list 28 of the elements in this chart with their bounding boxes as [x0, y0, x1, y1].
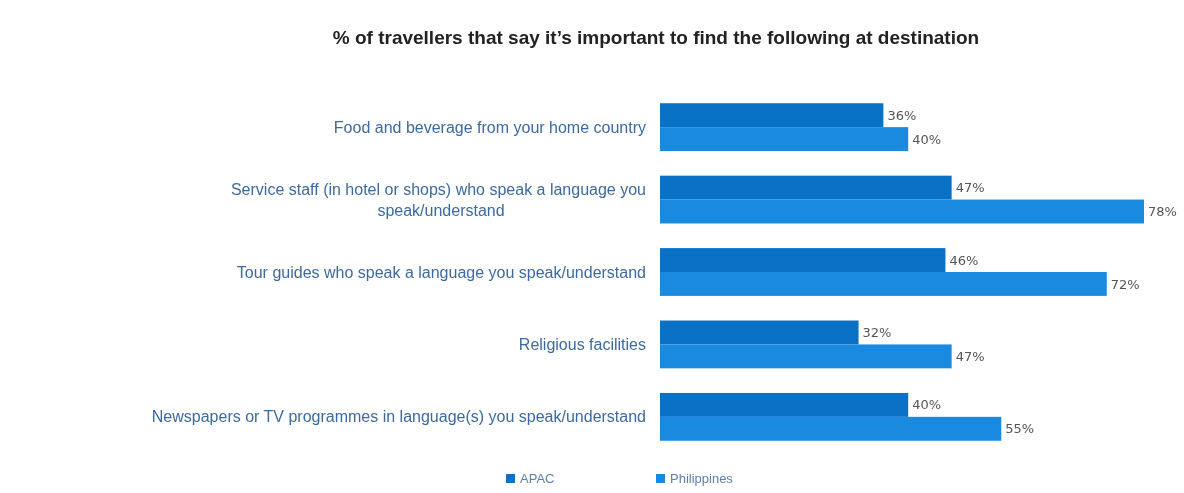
- data-label: 47%: [955, 180, 985, 196]
- legend-label: APAC: [520, 471, 555, 486]
- y-tick-label: Religious facilities: [518, 336, 646, 354]
- data-label: 55%: [1005, 421, 1035, 437]
- data-label: 40%: [912, 397, 942, 413]
- bar: [660, 199, 1144, 224]
- data-label: 40%: [912, 131, 942, 147]
- bar: [660, 272, 1107, 296]
- data-label: 32%: [862, 325, 892, 341]
- bar: [660, 103, 884, 128]
- y-tick-label: Food and beverage from your home country: [333, 118, 646, 136]
- bar: [660, 127, 909, 152]
- y-tick-label: Newspapers or TV programmes in language(s) you speak/understand: [151, 408, 646, 426]
- y-tick-label: Tour guides who speak a language you speak/understand: [236, 263, 646, 281]
- data-label: 47%: [955, 348, 985, 364]
- data-label: 46%: [949, 252, 979, 268]
- bar: [660, 344, 952, 369]
- data-label: 36%: [887, 107, 917, 123]
- legend-label: Philippines: [670, 471, 734, 486]
- bar: [660, 392, 909, 417]
- data-label: 78%: [1148, 204, 1177, 220]
- bar: [660, 320, 859, 345]
- chart-title: % of travellers that say it’s important to find the following at destination: [332, 27, 980, 48]
- bar: [660, 175, 952, 200]
- bar: [660, 416, 1002, 441]
- bar: [660, 248, 946, 272]
- data-label: 72%: [1110, 276, 1140, 292]
- y-tick-label: Service staff (in hotel or shops) who speak a language you speak/understand: [230, 180, 646, 219]
